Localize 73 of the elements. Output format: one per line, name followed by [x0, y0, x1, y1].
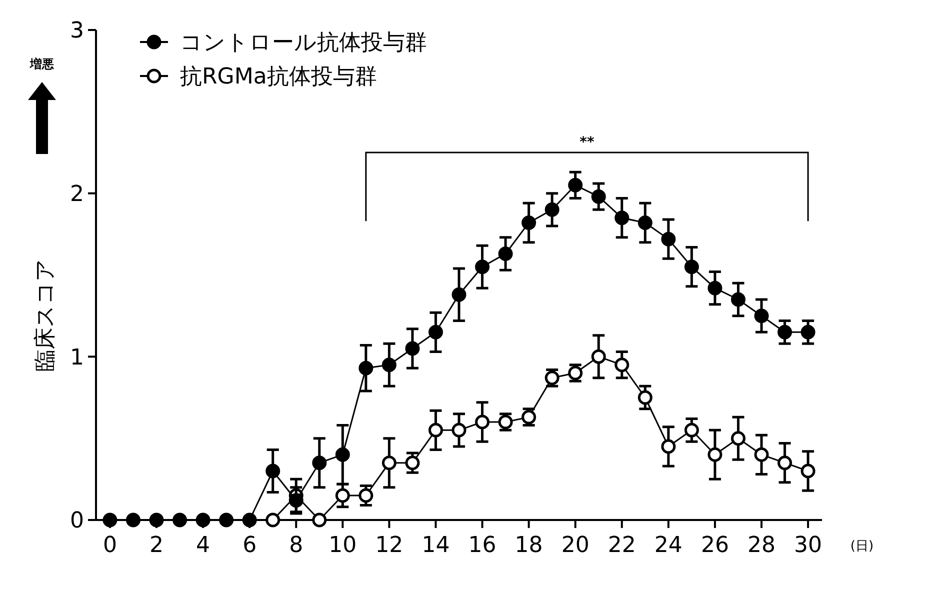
point: [335, 447, 350, 462]
point: [382, 358, 396, 372]
x-tick-label: 22: [608, 533, 636, 558]
point: [522, 215, 536, 230]
point: [730, 431, 746, 446]
x-tick-label: 10: [328, 533, 357, 558]
y-tick-label: 0: [70, 508, 84, 534]
x-tick-label: 24: [654, 533, 682, 558]
point: [661, 439, 676, 454]
x-tick-label: 14: [422, 533, 450, 558]
point: [684, 422, 699, 438]
x-tick-label: 0: [102, 533, 117, 558]
point: [708, 280, 722, 296]
x-tick-label: 26: [700, 533, 729, 558]
x-tick-label: 2: [150, 533, 164, 558]
x-tick-label: 30: [794, 533, 822, 558]
point: [754, 447, 769, 462]
legend-label: コントロール抗体投与群: [180, 30, 427, 56]
point: [638, 215, 652, 230]
point: [568, 178, 583, 192]
point: [591, 349, 606, 364]
point: [312, 456, 327, 470]
x-axis-title: (日): [850, 539, 874, 554]
x-tick-label: 20: [561, 533, 590, 558]
point: [288, 493, 304, 508]
y-tick-label: 1: [70, 345, 84, 370]
y-axis-title: 臨床スコア: [33, 258, 58, 372]
text: 増悪: [29, 57, 55, 71]
point: [591, 189, 606, 204]
point: [708, 447, 722, 462]
point: [219, 512, 234, 528]
x-tick-label: 28: [748, 533, 776, 558]
point: [452, 422, 466, 438]
point: [778, 324, 792, 340]
point: [312, 512, 327, 528]
point: [428, 324, 443, 340]
point: [172, 512, 188, 528]
point: [266, 464, 280, 478]
point: [266, 512, 280, 528]
point: [754, 308, 769, 324]
point: [638, 390, 652, 405]
point: [475, 260, 490, 274]
y-tick-label: 3: [70, 18, 84, 44]
point: [335, 488, 350, 503]
point: [382, 456, 396, 470]
point: [452, 287, 466, 302]
point: [498, 246, 513, 262]
x-tick-label: 4: [196, 533, 210, 558]
point: [614, 358, 630, 372]
legend-label: 抗RGMa抗体投与群: [180, 64, 377, 90]
point: [126, 512, 140, 528]
point: [358, 360, 374, 376]
point: [428, 422, 443, 438]
annotation: **: [580, 134, 595, 150]
point: [405, 341, 420, 356]
point: [684, 260, 699, 274]
x-tick-label: 12: [375, 533, 404, 558]
point: [614, 210, 630, 226]
point: [475, 414, 490, 430]
point: [800, 464, 816, 478]
x-tick-label: 8: [289, 533, 304, 558]
x-tick-label: 18: [514, 533, 543, 558]
point: [778, 456, 792, 470]
x-tick-label: 16: [468, 533, 496, 558]
x-tick-label: 6: [242, 533, 257, 558]
point: [800, 324, 816, 340]
point: [544, 202, 560, 217]
point: [242, 512, 257, 528]
point: [730, 292, 746, 307]
point: [661, 232, 676, 246]
point: [149, 512, 164, 528]
point: [196, 512, 210, 528]
y-tick-label: 2: [70, 182, 84, 208]
